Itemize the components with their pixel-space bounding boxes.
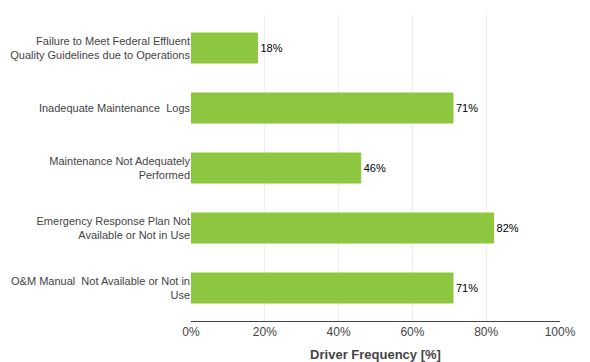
svg-text:0%: 0%	[182, 325, 200, 339]
svg-text:82%: 82%	[497, 222, 519, 234]
svg-text:Inadequate Maintenance Logs: Inadequate Maintenance Logs	[39, 102, 191, 114]
svg-text:Maintenance Not AdequatelyPerf: Maintenance Not AdequatelyPerformed	[49, 155, 190, 181]
svg-text:Failure to Meet Federal Efflue: Failure to Meet Federal EffluentQuality …	[10, 35, 190, 61]
svg-text:71%: 71%	[456, 282, 478, 294]
svg-text:80%: 80%	[474, 325, 498, 339]
svg-text:46%: 46%	[364, 162, 386, 174]
svg-text:100%: 100%	[545, 325, 576, 339]
svg-text:Driver Frequency [%]: Driver Frequency [%]	[310, 347, 441, 362]
svg-text:O&M Manual Not Available or N: O&M Manual Not Available or Not inUse	[11, 275, 190, 301]
svg-text:18%: 18%	[260, 42, 282, 54]
svg-text:60%: 60%	[400, 325, 424, 339]
svg-text:40%: 40%	[327, 325, 351, 339]
svg-text:71%: 71%	[456, 102, 478, 114]
svg-text:20%: 20%	[253, 325, 277, 339]
svg-text:Emergency Response Plan NotAva: Emergency Response Plan NotAvailable or …	[37, 215, 190, 241]
